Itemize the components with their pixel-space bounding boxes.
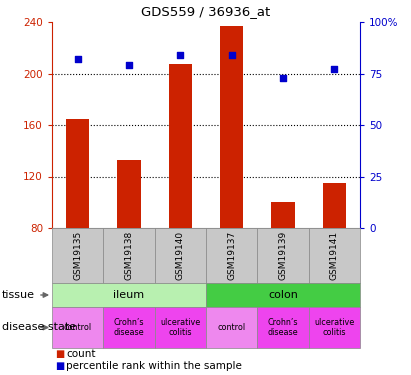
Point	[229, 52, 235, 58]
Text: ■: ■	[55, 349, 64, 359]
Text: GSM19137: GSM19137	[227, 231, 236, 280]
Bar	[118, 160, 141, 228]
Text: disease state: disease state	[2, 322, 76, 333]
Text: count: count	[66, 349, 95, 359]
Text: ulcerative
colitis: ulcerative colitis	[314, 318, 354, 337]
Text: GSM19141: GSM19141	[330, 231, 339, 280]
Text: colon: colon	[268, 290, 298, 300]
Text: ■: ■	[55, 361, 64, 371]
Text: GSM19138: GSM19138	[125, 231, 134, 280]
Text: Crohn’s
disease: Crohn’s disease	[268, 318, 298, 337]
Bar	[66, 118, 89, 228]
Point	[331, 66, 337, 72]
Text: tissue: tissue	[2, 290, 35, 300]
Bar	[169, 64, 192, 228]
Text: control: control	[217, 323, 246, 332]
Text: control: control	[64, 323, 92, 332]
Bar	[271, 202, 295, 228]
Text: GSM19139: GSM19139	[279, 231, 288, 280]
Text: ulcerative
colitis: ulcerative colitis	[160, 318, 201, 337]
Bar	[323, 183, 346, 228]
Text: ileum: ileum	[113, 290, 145, 300]
Text: GSM19135: GSM19135	[73, 231, 82, 280]
Text: percentile rank within the sample: percentile rank within the sample	[66, 361, 242, 371]
Text: Crohn’s
disease: Crohn’s disease	[114, 318, 144, 337]
Text: GDS559 / 36936_at: GDS559 / 36936_at	[141, 6, 270, 18]
Text: GSM19140: GSM19140	[176, 231, 185, 280]
Point	[177, 52, 184, 58]
Point	[126, 62, 132, 68]
Bar	[220, 26, 243, 228]
Point	[280, 75, 286, 81]
Point	[74, 56, 81, 62]
